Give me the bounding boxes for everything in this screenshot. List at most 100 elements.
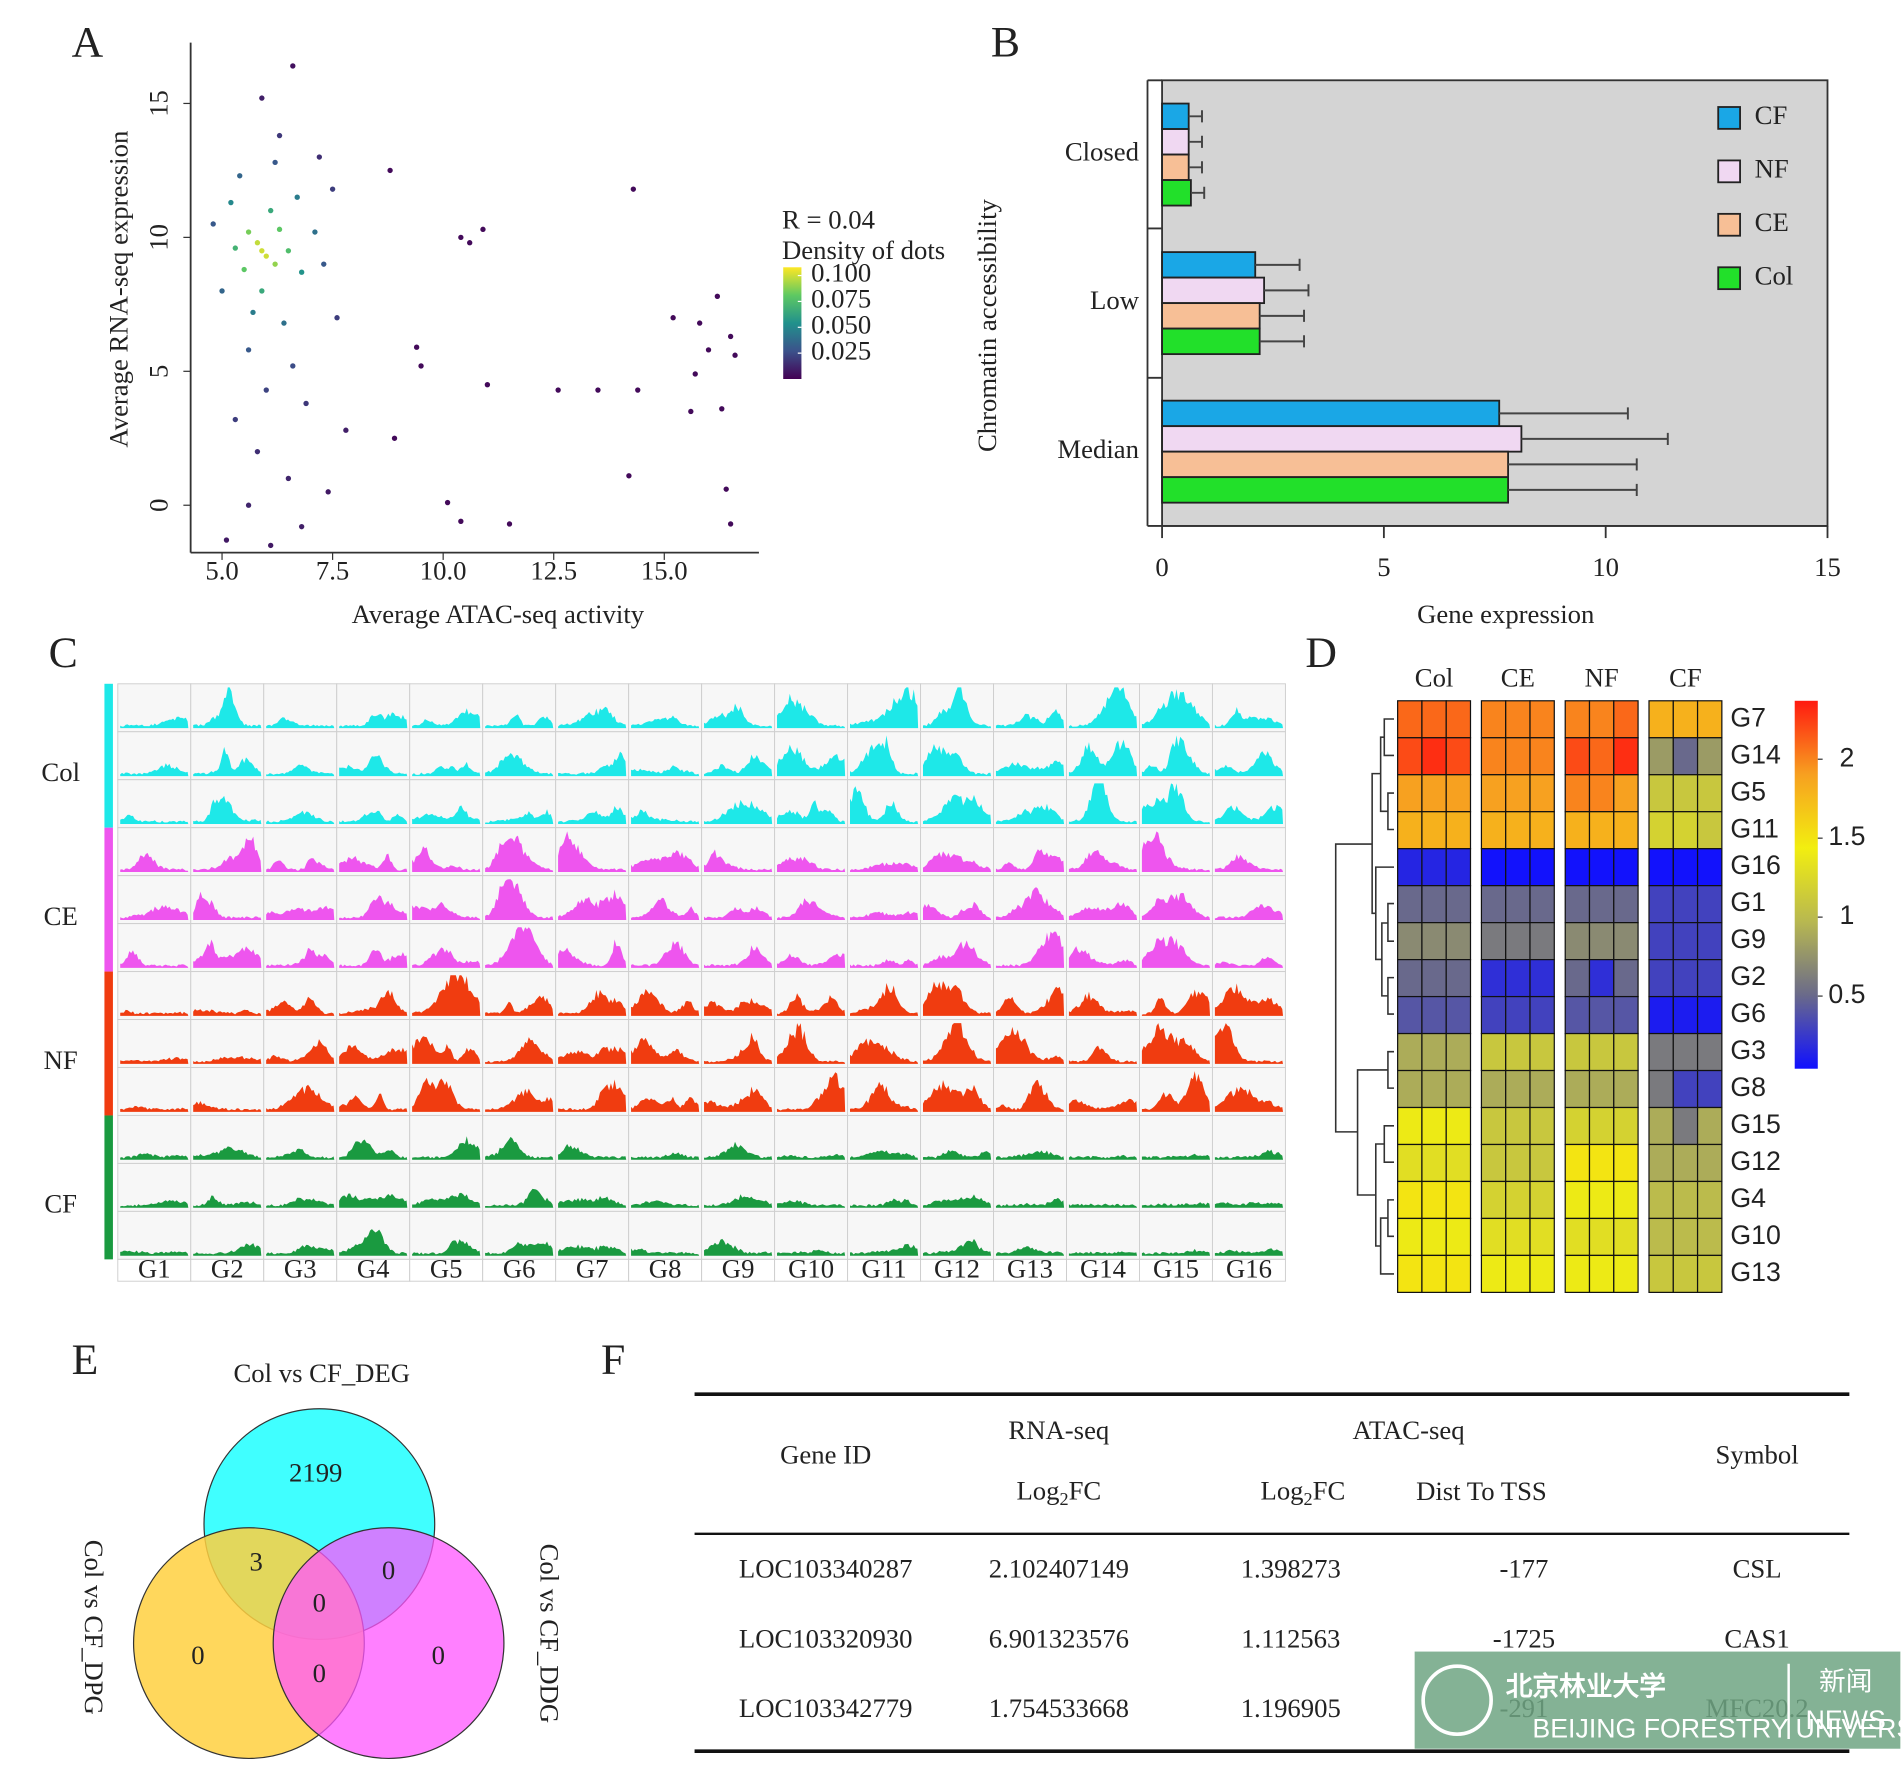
heatmap-cell (1421, 737, 1447, 776)
gene-label: G7 (576, 1254, 609, 1284)
heatmap-cell (1648, 848, 1674, 887)
coverage-track (193, 746, 262, 777)
coverage-track (1141, 989, 1211, 1016)
heatmap-cell (1445, 811, 1472, 850)
venn-count: 2199 (289, 1458, 342, 1488)
coverage-track (922, 794, 992, 825)
point (259, 95, 265, 101)
point (418, 363, 424, 369)
point (254, 240, 261, 246)
point (696, 320, 703, 326)
heatmap-cell (1529, 700, 1555, 739)
point (285, 475, 292, 482)
column-label: CE (1501, 662, 1535, 692)
gene-label: G16 (1226, 1254, 1272, 1284)
heatmap-cell (1588, 1143, 1615, 1183)
point (237, 173, 243, 179)
point (334, 315, 340, 321)
coverage-track (266, 1244, 335, 1256)
heatmap-cell (1529, 995, 1555, 1035)
sample-bar (104, 1115, 113, 1260)
row-label: G1 (1730, 887, 1766, 917)
heatmap-cell (1672, 885, 1699, 924)
heatmap-cell (1648, 1217, 1674, 1257)
gene-label: G9 (722, 1254, 755, 1284)
point (232, 245, 238, 251)
coverage-track (120, 1250, 189, 1256)
coverage-track (850, 959, 919, 968)
coverage-track (850, 735, 919, 777)
heatmap-cell (1445, 1069, 1472, 1109)
coverage-track (193, 1243, 262, 1256)
coverage-track (777, 800, 846, 825)
coverage-track (704, 1141, 773, 1160)
row-label: G12 (1730, 1146, 1780, 1176)
coverage-track (631, 1096, 700, 1112)
text-part: Log (1016, 1476, 1059, 1506)
point (626, 473, 632, 479)
coverage-track (1068, 739, 1138, 777)
heatmap-cell (1529, 1180, 1555, 1220)
table-header: Gene ID (780, 1439, 871, 1469)
watermark-text: BEIJING FORESTRY UNIVERSITY (1532, 1714, 1904, 1744)
coverage-track (485, 1136, 554, 1160)
panel-letter: E (72, 1336, 99, 1384)
coverage-track (995, 1197, 1065, 1208)
coverage-track (412, 1192, 481, 1208)
heatmap-cell (1480, 1106, 1507, 1146)
heatmap-cell (1613, 737, 1639, 776)
coverage-track (485, 835, 554, 872)
coverage-track (1068, 902, 1138, 920)
coverage-track (704, 945, 773, 968)
heatmap-cell (1397, 848, 1423, 887)
heatmap-cell (1445, 1032, 1472, 1072)
coverage-track (120, 716, 189, 729)
sample-bar (104, 971, 113, 1116)
coverage-track (339, 1229, 408, 1256)
point (630, 186, 637, 192)
point (705, 347, 712, 353)
coverage-track (850, 1243, 919, 1256)
error-bar (1508, 458, 1638, 471)
y-axis-label: Chromatin accessibility (972, 198, 1002, 452)
heatmap-cell (1421, 922, 1447, 961)
coverage-track (120, 852, 189, 872)
heatmap-cell (1696, 848, 1723, 887)
coverage-track (922, 1149, 992, 1160)
x-tick-label: 10.0 (420, 555, 467, 585)
row-label: G11 (1730, 813, 1779, 843)
heatmap-cell (1696, 959, 1723, 998)
point (294, 194, 300, 200)
point (245, 229, 252, 235)
point (245, 347, 252, 353)
heatmap-cell (1529, 1106, 1555, 1146)
coverage-track (266, 764, 335, 777)
heatmap-cell (1564, 848, 1591, 887)
legend-label: CF (1755, 100, 1788, 130)
y-tick-label: 0 (144, 499, 174, 512)
gene-label: G1 (138, 1254, 171, 1284)
coverage-track (485, 995, 554, 1016)
heatmap-cell (1397, 1106, 1423, 1146)
y-tick-label: Low (1090, 285, 1140, 315)
point (268, 207, 274, 214)
row-label: G15 (1730, 1109, 1780, 1139)
gene-label: G8 (649, 1254, 682, 1284)
coverage-track (995, 849, 1065, 872)
coverage-track (704, 703, 773, 729)
heatmap-cell (1588, 959, 1615, 998)
point (268, 542, 274, 549)
heatmap-cell (1505, 774, 1531, 813)
coverage-track (339, 1193, 408, 1208)
coverage-track (1141, 1248, 1211, 1256)
coverage-track (704, 799, 773, 825)
heatmap-cell (1445, 1254, 1472, 1293)
bar (1161, 450, 1510, 479)
point (272, 159, 278, 166)
heatmap-cell (1588, 811, 1615, 850)
heatmap-cell (1505, 1143, 1531, 1183)
coverage-track (1068, 991, 1138, 1016)
table-header: RNA-seq (1008, 1415, 1109, 1445)
point (290, 363, 296, 369)
coverage-track (120, 950, 189, 968)
